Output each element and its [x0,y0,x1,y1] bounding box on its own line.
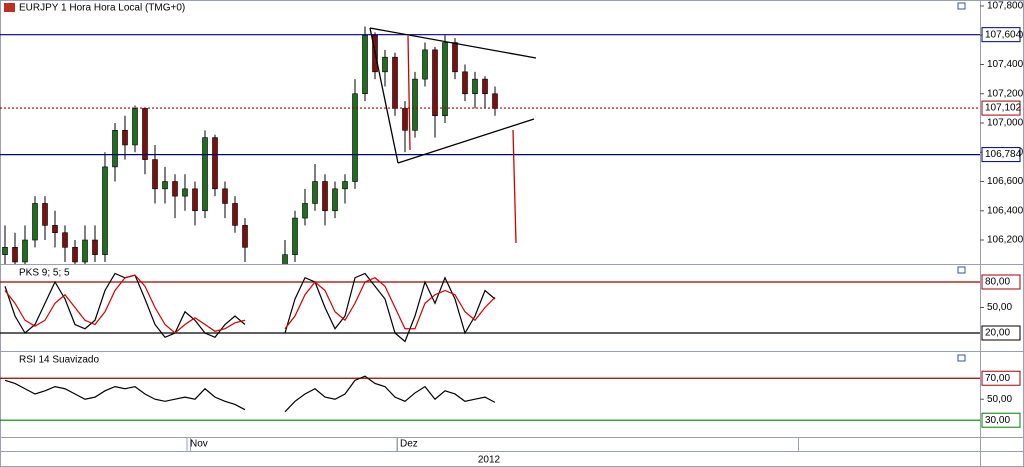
candle-body [12,247,18,263]
y-tick-label: 107,800 [987,1,1024,12]
candle-body [462,71,468,95]
y-tick-label: 107,400 [987,59,1024,70]
candle-body [422,49,428,80]
y-tick-label: 106,400 [987,205,1024,216]
candle-body [22,239,28,263]
indicator-line [4,375,496,413]
candle-body [112,130,118,168]
candle-body [382,56,388,73]
panel-buttons[interactable] [957,2,966,362]
candle-body [332,188,338,212]
annotations [407,35,517,244]
candle-body [52,225,58,234]
level-label: 106,784 [985,149,1022,160]
level-label: 20,00 [985,328,1010,339]
candle-body [402,108,408,131]
candle-body [92,239,98,255]
level-box [981,412,1021,428]
candle-body [482,78,488,95]
level-box [981,274,1021,290]
level-box [981,100,1021,116]
candle-body [292,217,298,255]
y-tick-label: 106,600 [987,176,1024,187]
candle-body [362,34,368,95]
candle-body [392,56,398,109]
candle-body [82,239,88,263]
x-tick-label: Nov [190,439,208,450]
chart-title: EURJPY 1 Hora Hora Local (TMG+0) [19,3,185,14]
y-tick-label: 106,200 [987,235,1024,246]
candle-body [232,203,238,226]
level-label: 30,00 [985,415,1010,426]
candle-body [472,78,478,95]
level-label: 70,00 [985,373,1010,384]
candle-body [322,181,328,212]
candle-body [432,49,438,116]
year-label: 2012 [478,455,501,466]
trendlines [369,27,537,164]
candle-body [312,181,318,204]
candle-body [212,137,218,190]
candle-body [342,181,348,190]
candle-body [122,130,128,146]
candle-body [132,108,138,146]
candle-body [162,181,168,190]
x-tick-label: Dez [400,439,418,450]
panel-title: RSI 14 Suavizado [19,355,99,366]
candle-body [452,42,458,73]
level-box [981,325,1021,341]
level-box [981,27,1021,43]
candle-body [352,93,358,182]
candle-body [222,188,228,204]
candle-body [302,203,308,219]
candle-body [492,93,498,109]
y-tick-label: 50,00 [987,394,1012,405]
candle-body [182,188,188,197]
candle-body [42,203,48,226]
candle-body [202,137,208,212]
level-label: 80,00 [985,277,1010,288]
candle-body [62,232,68,248]
indicator-line [4,274,496,334]
y-tick-label: 50,00 [987,302,1012,313]
level-box [981,370,1021,386]
candle-body [72,247,78,263]
candle-body [142,108,148,160]
candle-body [32,203,38,241]
candle-body [242,225,248,248]
candle-body [152,159,158,190]
candle-body [282,254,288,264]
y-tick-label: 107,200 [987,88,1024,99]
candle-body [412,78,418,131]
symbol-icon [4,3,15,12]
candle-body [192,188,198,212]
level-label: 107,102 [985,103,1022,114]
candles [2,26,498,264]
level-label: 107,604 [985,29,1022,40]
candle-body [442,42,448,116]
candle-body [102,166,108,255]
level-box [981,147,1021,163]
candle-body [2,247,8,255]
candle-body [172,181,178,197]
panel-title: PKS 9; 5; 5 [19,268,70,279]
y-tick-label: 107,000 [987,118,1024,129]
